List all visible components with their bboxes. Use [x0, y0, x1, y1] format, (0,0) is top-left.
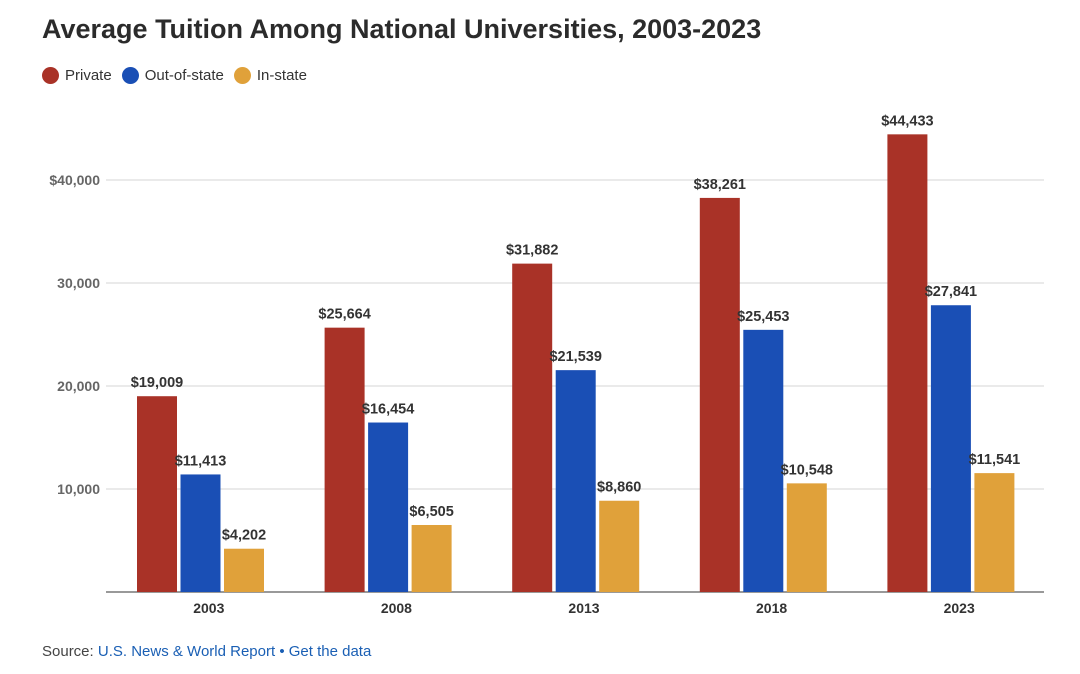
bar-out-of-state-2023: [930, 305, 971, 592]
data-label: $16,454: [362, 402, 414, 418]
chart-legend: Private Out-of-state In-state: [42, 67, 317, 84]
data-label: $31,882: [506, 243, 558, 259]
bar-out-of-state-2003: [180, 474, 221, 592]
bar-in-state-2003: [224, 548, 264, 592]
data-label: $11,541: [969, 452, 1021, 468]
bar-private-2003: [137, 396, 177, 592]
chart-title: Average Tuition Among National Universit…: [42, 14, 762, 44]
bar-private-2013: [512, 263, 553, 592]
data-label: $38,261: [694, 177, 746, 193]
y-tick-label: 10,000: [57, 481, 100, 497]
x-tick-label: 2003: [193, 600, 224, 616]
data-label: $25,453: [737, 309, 789, 325]
data-label: $19,009: [131, 375, 183, 391]
legend-item-private: Private: [42, 67, 112, 84]
data-label: $4,202: [222, 528, 266, 544]
legend-swatch-in-state: [233, 67, 251, 84]
y-tick-label: $40,000: [49, 172, 100, 188]
x-tick-label: 2013: [568, 600, 599, 616]
data-label: $8,860: [597, 480, 641, 496]
source-line: Source: U.S. News & World Report • Get t…: [42, 643, 371, 660]
legend-label-out-of-state: Out-of-state: [144, 67, 224, 84]
legend-item-in-state: In-state: [233, 67, 307, 84]
data-label: $6,505: [409, 504, 453, 520]
y-tick-label: 30,000: [57, 275, 100, 291]
bar-private-2018: [699, 197, 740, 593]
bar-private-2023: [887, 134, 928, 593]
legend-label-in-state: In-state: [256, 67, 307, 84]
x-tick-label: 2018: [756, 600, 787, 616]
bar-out-of-state-2008: [368, 422, 409, 592]
y-tick-label: 20,000: [57, 378, 100, 394]
x-tick-label: 2023: [944, 600, 975, 616]
legend-swatch-out-of-state: [121, 67, 139, 84]
source-prefix: Source:: [42, 643, 98, 660]
bar-in-state-2023: [974, 473, 1015, 592]
legend-item-out-of-state: Out-of-state: [121, 67, 224, 84]
bar-out-of-state-2013: [555, 370, 596, 592]
bar-in-state-2018: [786, 483, 827, 592]
x-tick-label: 2008: [381, 600, 412, 616]
bar-out-of-state-2018: [743, 329, 784, 592]
source-separator: •: [275, 643, 289, 660]
data-label: $25,664: [318, 307, 370, 323]
data-label: $27,841: [925, 284, 977, 300]
data-label: $11,413: [175, 453, 227, 469]
source-link[interactable]: U.S. News & World Report: [97, 643, 276, 660]
legend-swatch-private: [42, 67, 59, 84]
legend-label-private: Private: [65, 67, 112, 84]
bar-in-state-2013: [599, 500, 640, 592]
get-the-data-link[interactable]: Get the data: [288, 643, 372, 660]
data-label: $21,539: [549, 349, 601, 365]
data-label: $10,548: [781, 462, 833, 478]
bar-in-state-2008: [411, 524, 452, 592]
bar-private-2008: [324, 327, 365, 592]
data-label: $44,433: [881, 113, 933, 129]
